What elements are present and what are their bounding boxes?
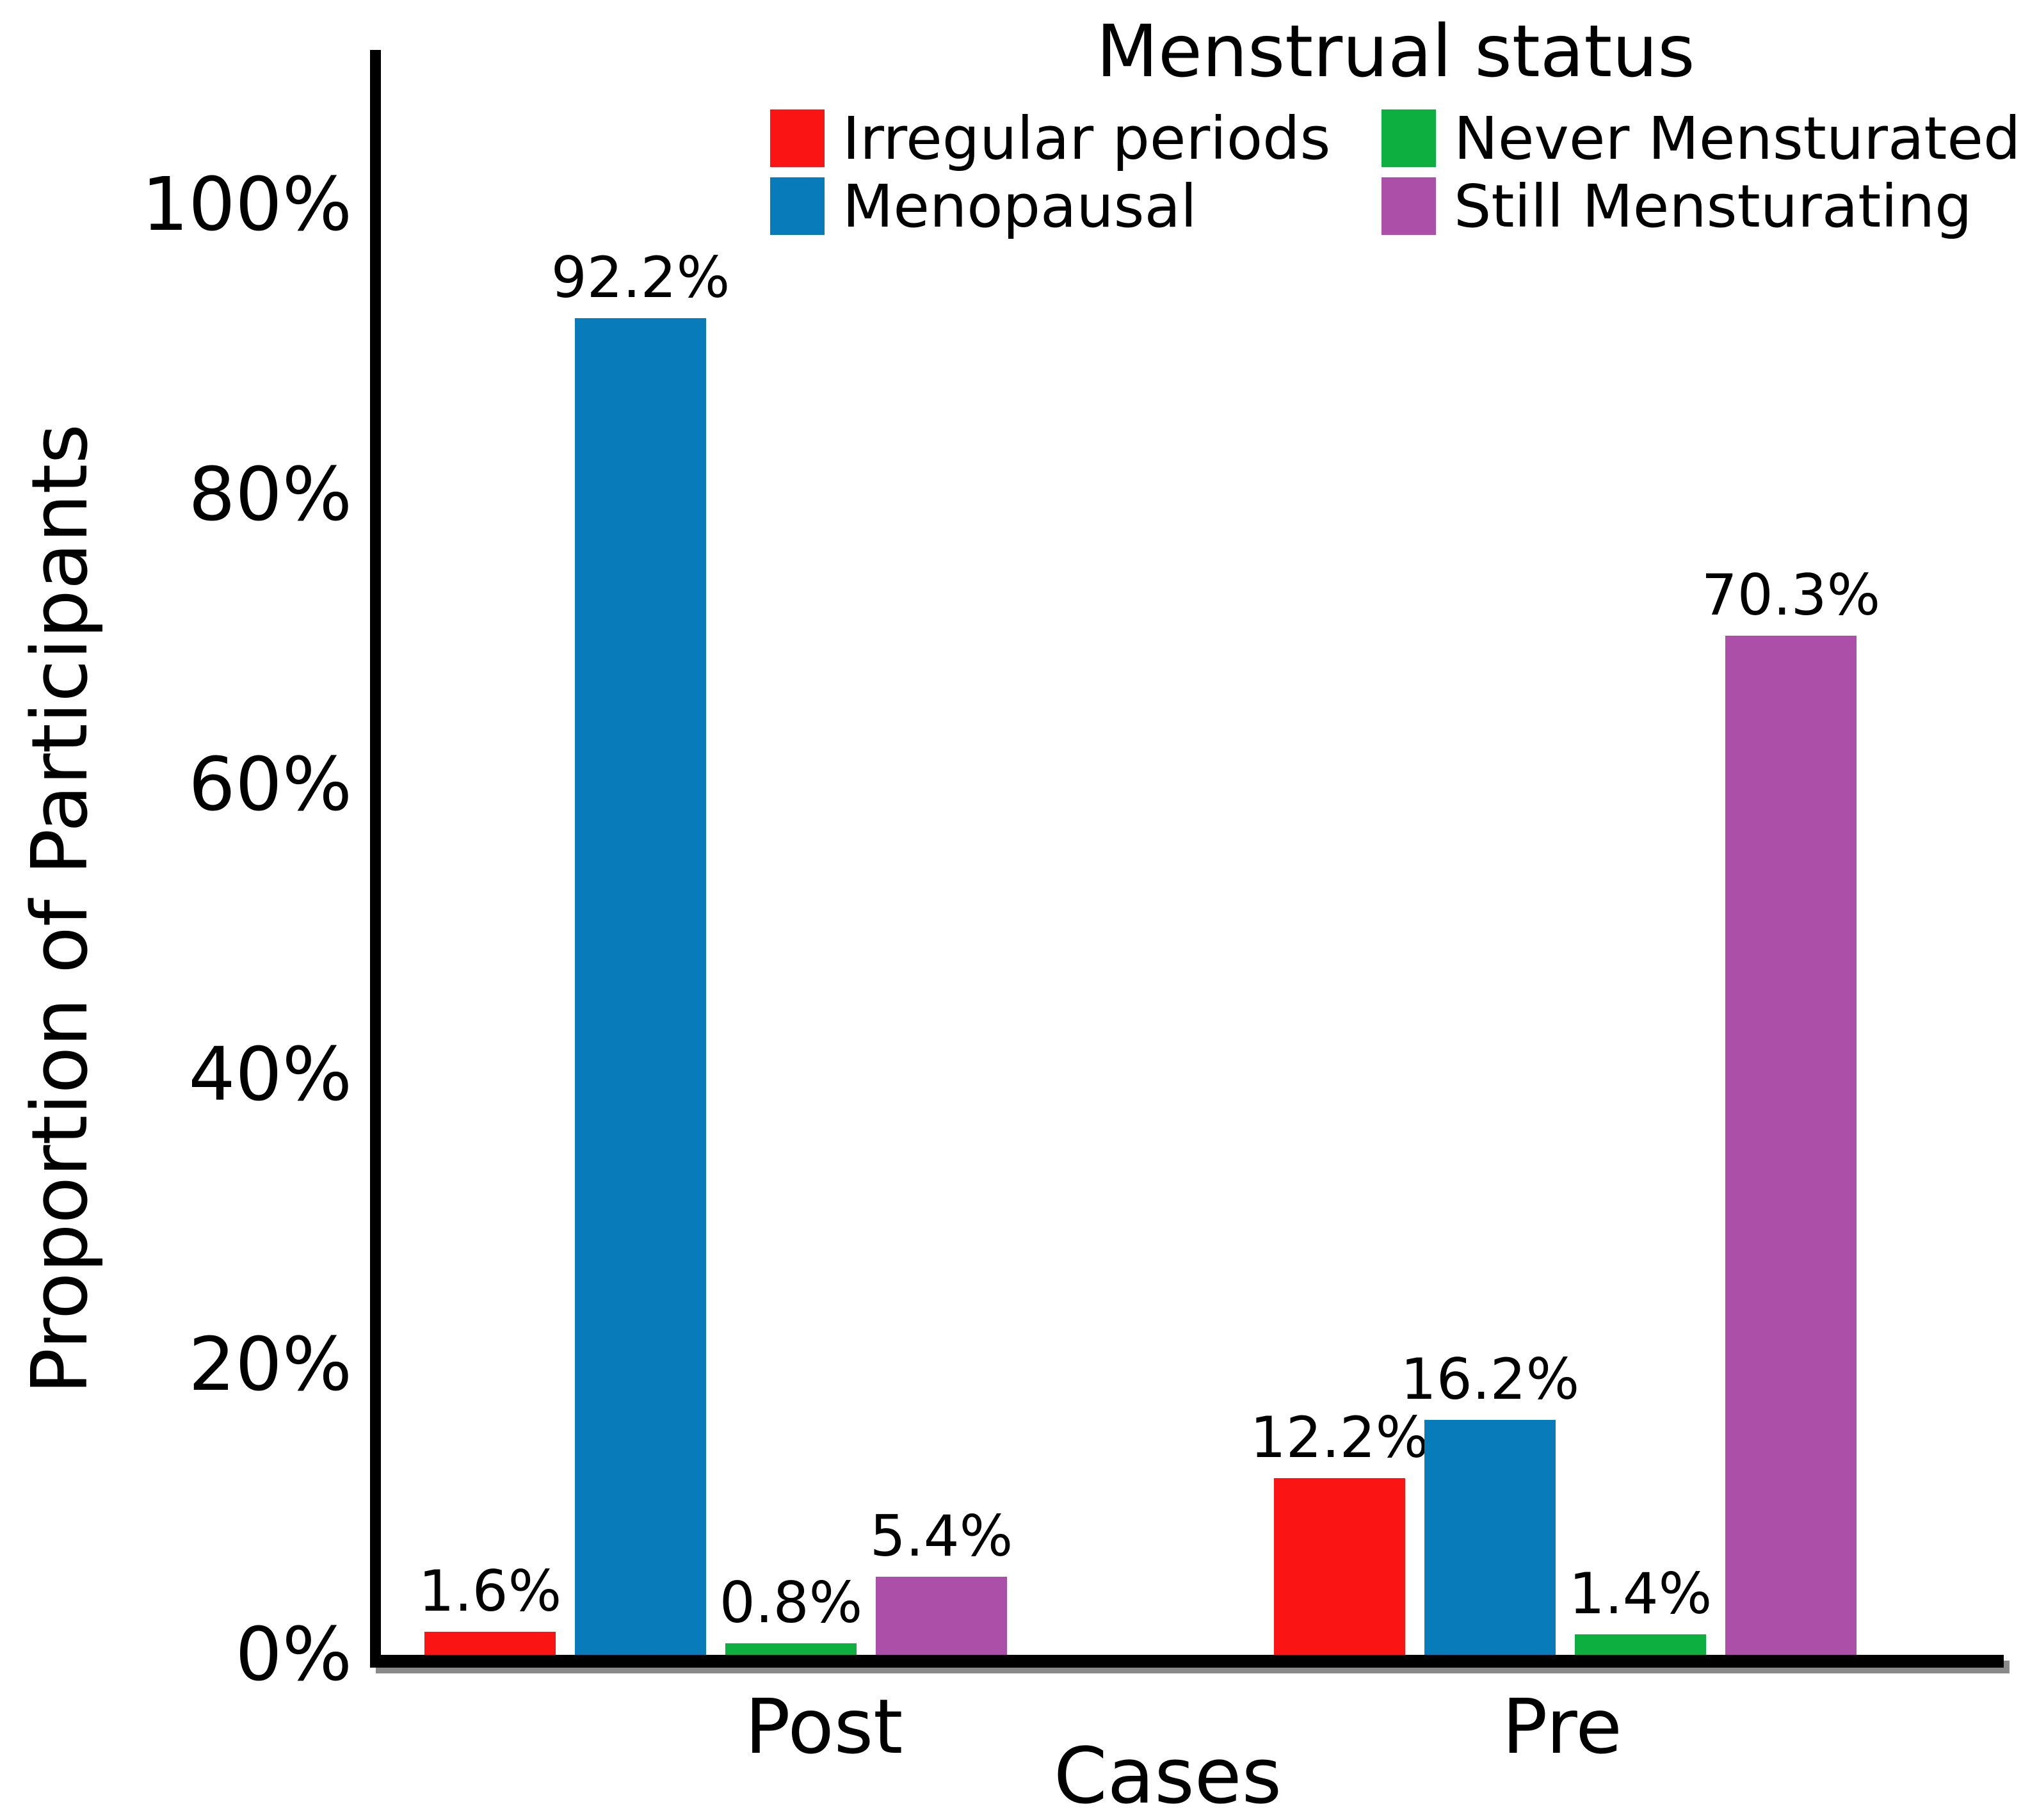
bar-post-still-mensturating — [876, 1577, 1007, 1655]
legend-swatch-irregular-periods — [770, 109, 825, 167]
y-axis-line — [370, 50, 381, 1668]
legend-swatch-still-mensturating — [1382, 177, 1436, 235]
bar-value-label-post-never-mensturated: 0.8% — [719, 1570, 863, 1636]
y-tick-label-0-: 0% — [235, 1612, 352, 1698]
legend-item-irregular-periods: Irregular periods — [770, 108, 1382, 169]
legend-label-menopausal: Menopausal — [842, 172, 1197, 241]
legend-title: Menstrual status — [1096, 10, 1695, 93]
x-tick-label-post: Post — [745, 1682, 903, 1771]
legend-item-still-mensturating: Still Mensturating — [1382, 176, 2020, 237]
legend-label-still-mensturating: Still Mensturating — [1454, 172, 1972, 241]
bar-value-label-pre-irregular-periods: 12.2% — [1250, 1405, 1430, 1470]
legend-label-irregular-periods: Irregular periods — [842, 104, 1331, 173]
y-tick-label-80-: 80% — [188, 452, 352, 538]
bar-value-label-pre-still-mensturating: 70.3% — [1701, 562, 1881, 628]
bar-pre-irregular-periods — [1274, 1478, 1405, 1655]
x-axis-line — [370, 1655, 2004, 1668]
bar-pre-still-mensturating — [1725, 636, 1857, 1655]
legend-item-never-mensturated: Never Mensturated — [1382, 108, 2020, 169]
bar-pre-never-mensturated — [1575, 1634, 1706, 1655]
bar-post-irregular-periods — [424, 1632, 556, 1655]
y-tick-label-40-: 40% — [188, 1032, 352, 1118]
legend: Irregular periods Never Mensturated Menopa… — [770, 108, 2020, 237]
bar-post-never-mensturated — [725, 1643, 857, 1655]
x-axis-title: Cases — [1053, 1732, 1282, 1820]
x-tick-label-pre: Pre — [1502, 1682, 1622, 1771]
legend-label-never-mensturated: Never Mensturated — [1454, 104, 2021, 173]
y-axis-title: Proportion of Participants — [16, 424, 105, 1394]
bar-pre-menopausal — [1424, 1420, 1556, 1655]
legend-swatch-menopausal — [770, 177, 825, 235]
bar-value-label-post-still-mensturating: 5.4% — [869, 1503, 1013, 1569]
y-tick-label-100-: 100% — [141, 162, 352, 248]
legend-item-menopausal: Menopausal — [770, 176, 1382, 237]
bar-value-label-pre-menopausal: 16.2% — [1400, 1346, 1580, 1412]
y-tick-label-60-: 60% — [188, 742, 352, 828]
y-tick-label-20-: 20% — [188, 1322, 352, 1408]
bar-value-label-pre-never-mensturated: 1.4% — [1568, 1561, 1712, 1627]
bar-value-label-post-menopausal: 92.2% — [551, 245, 730, 310]
legend-swatch-never-mensturated — [1382, 109, 1436, 167]
bar-value-label-post-irregular-periods: 1.6% — [418, 1558, 562, 1624]
bar-post-menopausal — [575, 318, 706, 1655]
